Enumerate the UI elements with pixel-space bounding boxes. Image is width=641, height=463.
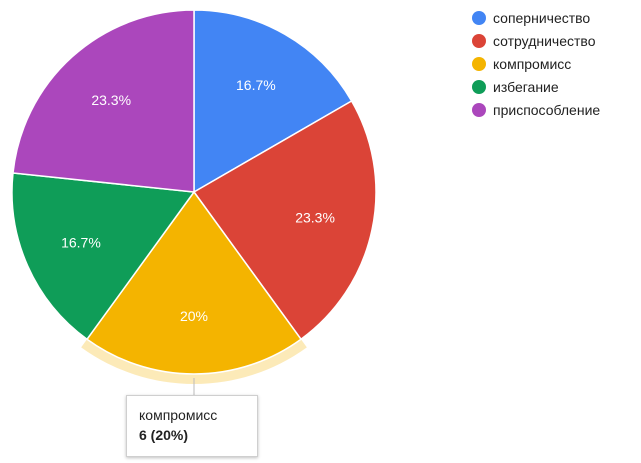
legend-swatch xyxy=(472,103,486,117)
tooltip-title: компромисс xyxy=(139,407,218,423)
pie-slices xyxy=(11,9,377,384)
legend-swatch xyxy=(472,34,486,48)
slice-label: 16.7% xyxy=(236,77,276,93)
legend-entry[interactable]: соперничество xyxy=(493,10,590,26)
legend-swatch xyxy=(472,80,486,94)
pie-slice[interactable] xyxy=(85,190,303,375)
pie-slice[interactable] xyxy=(12,9,195,193)
slice-label: 23.3% xyxy=(91,92,131,108)
slice-label: 16.7% xyxy=(61,234,101,250)
legend-entry[interactable]: компромисс xyxy=(493,56,571,72)
tooltip: компромисс 6 (20%) xyxy=(126,395,258,457)
slice-label: 20% xyxy=(180,308,208,324)
legend-entry[interactable]: приспособление xyxy=(493,102,600,118)
legend-entry[interactable]: избегание xyxy=(493,79,559,95)
pie-slice-labels: 16.7% 23.3% 20% 16.7% 23.3% xyxy=(61,77,335,324)
pie-slice[interactable] xyxy=(192,99,377,341)
pie-slice[interactable] xyxy=(11,172,196,341)
tooltip-value: 6 (20%) xyxy=(139,427,189,443)
slice-label: 23.3% xyxy=(295,210,335,226)
legend-swatch xyxy=(472,57,486,71)
pie-slice[interactable] xyxy=(193,9,353,194)
legend: соперничество сотрудничество компромисс изб… xyxy=(472,10,600,118)
legend-swatch xyxy=(472,11,486,25)
legend-entry[interactable]: сотрудничество xyxy=(493,33,596,49)
